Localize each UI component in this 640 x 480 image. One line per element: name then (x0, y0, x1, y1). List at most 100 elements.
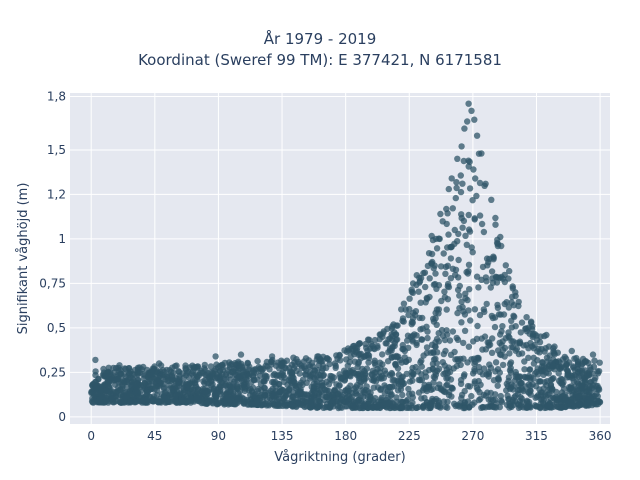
data-point (219, 366, 226, 374)
data-point (458, 319, 465, 326)
data-point (416, 377, 424, 384)
data-point (359, 387, 366, 394)
data-point (339, 393, 346, 401)
data-point (555, 370, 562, 377)
y-tick-label: 1 (58, 232, 66, 246)
data-point (438, 297, 445, 305)
data-point (476, 212, 484, 219)
data-point (202, 377, 209, 384)
data-point (294, 396, 302, 403)
data-point (160, 374, 167, 381)
data-point (525, 345, 532, 352)
data-point (430, 281, 438, 288)
data-point (116, 387, 124, 394)
data-point (498, 242, 505, 250)
data-point (530, 360, 538, 367)
data-point (543, 331, 550, 339)
data-point (405, 385, 412, 393)
data-point (491, 323, 499, 331)
data-point (536, 339, 544, 346)
data-point (469, 249, 476, 256)
data-point (454, 402, 461, 409)
data-point (172, 392, 179, 399)
data-point (578, 392, 586, 399)
x-tick-label: 315 (525, 429, 548, 443)
data-point (475, 377, 482, 385)
data-point (194, 376, 201, 383)
data-point (269, 378, 276, 386)
data-point (378, 372, 386, 380)
data-point (464, 118, 471, 125)
data-point (377, 364, 384, 372)
data-point (194, 386, 202, 393)
data-point (473, 335, 481, 342)
data-point (432, 270, 439, 277)
data-point (443, 205, 450, 213)
data-point (327, 372, 334, 380)
data-point (229, 369, 236, 376)
data-point (487, 364, 495, 371)
data-point (561, 403, 569, 410)
data-point (303, 399, 311, 406)
x-tick-label: 270 (461, 429, 484, 443)
data-point (399, 345, 406, 353)
data-point (487, 284, 494, 291)
data-point (290, 378, 297, 385)
data-point (559, 356, 567, 363)
data-point (336, 404, 344, 411)
data-point (423, 349, 431, 357)
data-point (475, 284, 482, 291)
data-point (484, 262, 491, 269)
data-point (489, 403, 496, 410)
data-point (487, 389, 495, 397)
data-point (189, 386, 196, 394)
data-point (461, 311, 469, 318)
data-point (302, 355, 310, 362)
data-point (347, 353, 354, 360)
data-point (458, 143, 465, 150)
data-point (530, 354, 537, 361)
data-point (309, 370, 316, 377)
y-tick-label: 0 (58, 410, 66, 424)
data-point (423, 398, 430, 406)
data-point (325, 356, 332, 363)
data-point (317, 375, 324, 383)
data-point (345, 388, 352, 395)
data-point (264, 363, 271, 370)
data-point (443, 306, 450, 313)
data-point (394, 322, 401, 329)
data-point (425, 250, 433, 257)
data-point (419, 314, 426, 322)
data-point (234, 396, 241, 403)
data-point (454, 286, 462, 294)
data-point (432, 235, 440, 243)
data-point (433, 321, 440, 328)
y-tick-label: 0,5 (47, 321, 66, 335)
data-point (233, 382, 241, 389)
data-point (437, 263, 445, 270)
data-point (466, 228, 474, 235)
data-point (213, 361, 220, 368)
data-point (393, 403, 401, 410)
data-point (108, 394, 115, 402)
data-point (237, 351, 245, 358)
data-point (447, 255, 455, 262)
data-point (262, 400, 269, 407)
data-point (430, 379, 437, 386)
data-point (146, 393, 154, 401)
data-point (494, 301, 501, 309)
data-point (332, 364, 339, 371)
data-point (441, 336, 449, 344)
data-point (280, 395, 287, 402)
data-point (533, 332, 540, 339)
data-point (474, 322, 481, 330)
data-point (93, 389, 100, 396)
data-point (114, 375, 121, 382)
data-point (254, 376, 261, 383)
data-point (143, 366, 151, 374)
data-point (422, 299, 429, 306)
data-point (333, 352, 340, 359)
data-point (587, 395, 595, 403)
data-point (386, 383, 393, 391)
data-point (461, 398, 468, 406)
